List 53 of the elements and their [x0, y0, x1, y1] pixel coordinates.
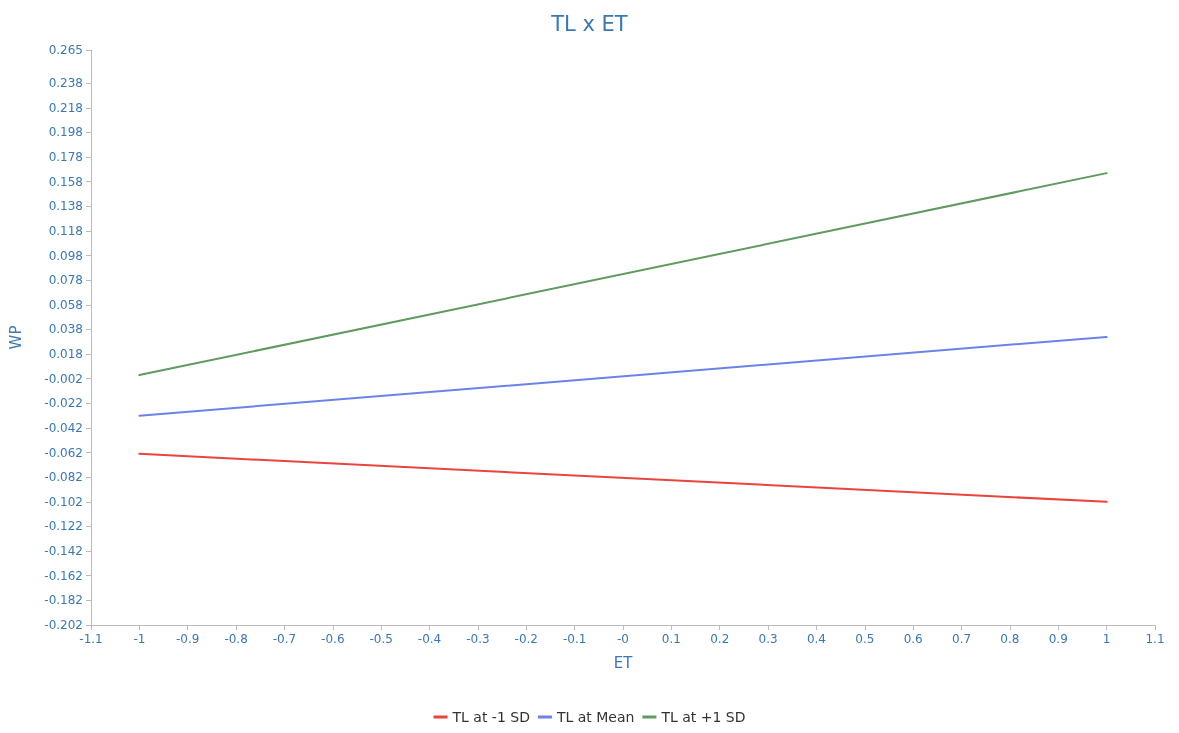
- y-tick-label: -0.102: [44, 494, 83, 509]
- y-tick-label: 0.265: [48, 43, 83, 57]
- y-tick-label: 0.058: [48, 297, 83, 312]
- x-tick-label: 0.7: [952, 632, 972, 646]
- y-tick-label: 0.018: [48, 347, 83, 362]
- y-tick-label: 0.038: [48, 322, 83, 337]
- x-tick-label: 0.5: [855, 632, 875, 646]
- x-tick-label: 0.6: [903, 632, 923, 646]
- x-tick-label: 0.4: [806, 632, 826, 646]
- y-tick-label: -0.202: [44, 618, 83, 632]
- y-tick-label: -0.142: [44, 544, 83, 559]
- x-tick-label: -0.3: [466, 632, 490, 646]
- y-tick-label: 0.138: [48, 199, 83, 214]
- y-tick-label: -0.122: [44, 519, 83, 534]
- x-axis-title: ET: [613, 653, 634, 672]
- legend-label: TL at -1 SD: [451, 709, 530, 725]
- y-axis-title: WP: [6, 325, 25, 350]
- x-tick-label: -0.9: [176, 632, 200, 646]
- x-tick-label: -0.8: [224, 632, 248, 646]
- y-tick-label: -0.002: [44, 371, 83, 386]
- x-tick-label: -0.1: [562, 632, 587, 646]
- x-tick-label: -0.2: [514, 632, 538, 646]
- y-tick-label: 0.198: [48, 125, 83, 140]
- x-tick-label: -0.4: [417, 632, 442, 646]
- x-tick-label: -0.7: [272, 632, 297, 646]
- y-tick-label: 0.238: [48, 76, 83, 91]
- y-tick-label: 0.178: [48, 150, 83, 165]
- x-tick-label: 1: [1102, 632, 1111, 646]
- x-tick-label: -0.6: [321, 632, 345, 646]
- y-tick-label: -0.162: [44, 568, 83, 583]
- x-tick-label: 0.8: [1000, 632, 1020, 646]
- x-tick-label: 1.1: [1145, 632, 1165, 646]
- x-tick-label: -0: [617, 632, 629, 646]
- x-tick-label: 0.2: [710, 632, 730, 646]
- y-tick-label: 0.098: [48, 248, 83, 263]
- y-tick-label: -0.062: [44, 445, 83, 460]
- x-tick-label: 0.3: [758, 632, 778, 646]
- legend-label: TL at +1 SD: [660, 709, 746, 725]
- x-tick-label: -1: [133, 632, 146, 646]
- y-tick-label: -0.042: [44, 421, 83, 435]
- y-tick-label: -0.022: [44, 396, 83, 411]
- y-tick-label: -0.182: [44, 593, 83, 608]
- x-tick-label: -1.1: [79, 632, 103, 646]
- x-tick-label: 0.9: [1048, 632, 1068, 646]
- y-tick-label: 0.118: [48, 224, 83, 238]
- y-tick-label: 0.218: [48, 100, 83, 115]
- x-tick-label: -0.5: [369, 632, 393, 646]
- x-tick-label: 0.1: [661, 632, 681, 646]
- y-tick-label: 0.158: [48, 174, 83, 189]
- legend-label: TL at Mean: [555, 709, 635, 725]
- y-tick-label: 0.078: [48, 273, 83, 288]
- chart-title: TL x ET: [550, 11, 628, 36]
- y-tick-label: -0.082: [44, 470, 83, 485]
